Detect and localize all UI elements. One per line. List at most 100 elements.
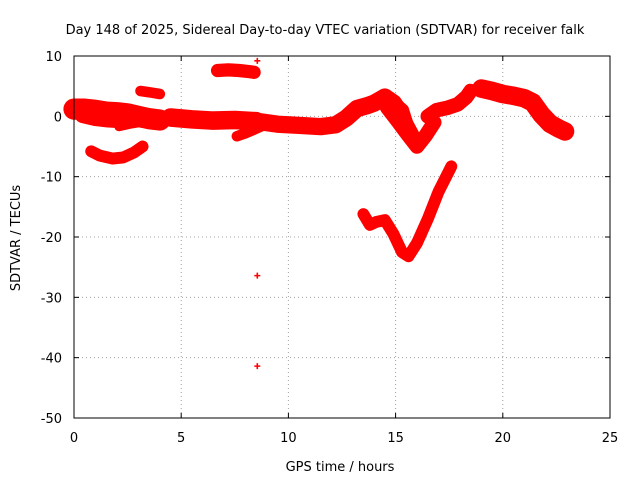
data-band-spike-15 (390, 96, 420, 140)
data-point (188, 116, 195, 123)
y-tick-label: -10 (41, 171, 62, 186)
data-point-outliers (254, 363, 261, 370)
data-point (405, 119, 412, 126)
data-layer (63, 57, 575, 370)
data-point (225, 120, 232, 127)
data-point (79, 112, 86, 119)
y-axis-label: SDTVAR / TECUs (9, 185, 24, 292)
data-point (137, 119, 144, 126)
data-point (411, 131, 418, 138)
data-point (214, 67, 221, 74)
data-band-dip-segment (114, 116, 154, 132)
data-point (88, 148, 95, 155)
data-point (274, 121, 281, 128)
x-tick-label: 25 (602, 431, 619, 446)
data-point (510, 92, 517, 99)
data-point (538, 111, 545, 118)
data-point (433, 107, 440, 114)
plot-frame (73, 55, 611, 419)
data-point (499, 91, 506, 98)
data-point (424, 113, 431, 120)
data-point (251, 69, 258, 76)
x-tick-label: 10 (280, 431, 297, 446)
data-point (233, 133, 240, 140)
data-point (414, 143, 421, 150)
data-point (109, 155, 116, 162)
data-point (366, 221, 373, 228)
data-point-outliers (254, 272, 261, 279)
data-point (463, 94, 470, 101)
data-point (373, 218, 380, 225)
y-tick-label: 0 (54, 110, 62, 125)
data-point (444, 104, 451, 111)
data-point (414, 240, 421, 247)
data-point (103, 116, 110, 123)
data-point (156, 91, 163, 98)
data-point (381, 94, 388, 101)
data-point (167, 114, 174, 121)
data-band-late-arc (472, 79, 575, 141)
data-point (546, 120, 553, 127)
data-point (146, 118, 153, 125)
data-point (257, 118, 264, 125)
data-point-outliers (254, 57, 261, 64)
data-point (96, 152, 103, 159)
data-point (364, 102, 371, 109)
data-point (242, 130, 249, 137)
data-point (156, 118, 163, 125)
data-point (454, 101, 461, 108)
data-point (92, 115, 99, 122)
data-point (210, 121, 217, 128)
data-point (231, 116, 238, 123)
data-point (381, 217, 388, 224)
data-point (489, 87, 496, 94)
data-point (146, 89, 153, 96)
data-point (371, 100, 378, 107)
data-point (555, 125, 562, 132)
data-point (392, 98, 399, 105)
y-tick-label: -20 (41, 231, 62, 246)
data-point (405, 253, 412, 260)
x-tick-label: 15 (387, 431, 404, 446)
data-band-recovery-18 (420, 83, 478, 124)
data-point (296, 122, 303, 129)
data-point (521, 95, 528, 102)
ticks: 0 5 10 15 20 25 10 0 -10 -20 -30 -40 -50 (41, 50, 619, 446)
data-point (137, 87, 144, 94)
data-point (113, 116, 120, 123)
data-point (401, 106, 408, 113)
y-tick-label: -40 (41, 352, 62, 367)
y-tick-label: 10 (45, 50, 62, 65)
data-band-flat-9-13 (251, 88, 409, 136)
data-point (384, 104, 391, 111)
data-point (529, 99, 536, 106)
x-tick-label: 20 (495, 431, 512, 446)
data-point (116, 123, 123, 130)
data-point (354, 105, 361, 112)
data-point (126, 121, 133, 128)
data-point (332, 121, 339, 128)
data-band-deep-curve (357, 160, 458, 263)
data-point (478, 85, 485, 92)
x-tick-label: 0 (70, 431, 78, 446)
data-point (390, 230, 397, 237)
y-tick-label: -30 (41, 291, 62, 306)
data-point (139, 143, 146, 150)
data-point (236, 67, 243, 74)
y-tick-label: -50 (41, 412, 62, 427)
data-point (317, 123, 324, 130)
data-point (343, 115, 350, 122)
x-tick-label: 5 (177, 431, 185, 446)
data-band-sharp-dip (379, 100, 442, 154)
data-point (435, 188, 442, 195)
data-point (131, 149, 138, 156)
data-point (360, 211, 367, 218)
data-point (448, 163, 455, 170)
data-point (424, 215, 431, 222)
data-point (225, 66, 232, 73)
data-point (120, 154, 127, 161)
data-point (422, 132, 429, 139)
chart-title: Day 148 of 2025, Sidereal Day-to-day VTE… (66, 23, 585, 38)
data-point (561, 128, 568, 135)
